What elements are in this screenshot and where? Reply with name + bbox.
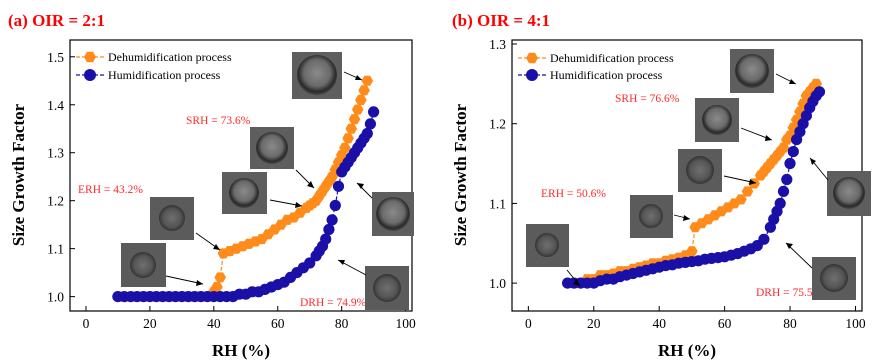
panel-b-micrograph-5 <box>526 224 569 267</box>
panel-a-dehumid-point <box>348 114 361 125</box>
panel-b-dehumid-point <box>741 186 754 197</box>
panel-b-micrograph-7 <box>812 257 856 300</box>
panel-b-micrograph-3 <box>678 149 722 192</box>
panel-a-y-tick-label: 1.2 <box>47 194 64 209</box>
panel-b-title: (b) OIR = 4:1 <box>452 11 550 30</box>
panel-a-humid-point <box>326 214 338 226</box>
panel-a-humid-point <box>304 257 316 269</box>
panel-b-legend-marker-humid <box>526 69 538 81</box>
panel-b-y-tick-label: 1.1 <box>489 196 506 211</box>
panel-b-annotation-erh: ERH = 50.6% <box>541 188 606 200</box>
panel-a-humid-point <box>329 199 341 212</box>
panel-a-humid-point <box>323 223 335 236</box>
panel-a-x-tick-label: 80 <box>335 316 349 331</box>
panel-b-micrograph-4 <box>630 195 673 238</box>
panel-a: (a) OIR = 2:1 0 20 40 60 80 100 1.0 1.1 1.2 1.3 1.… <box>8 11 416 360</box>
panel-b-micrograph-6 <box>827 171 871 216</box>
panel-a-x-tick-label: 100 <box>395 316 416 331</box>
panel-b-humid-point <box>774 197 786 209</box>
panel-b: (b) OIR = 4:1 0 20 40 60 80 100 1.0 1.1 1.2 1.3 R… <box>451 11 871 360</box>
panel-a-plot-frame <box>69 39 413 312</box>
panel-a-title: (a) OIR = 2:1 <box>8 11 105 30</box>
panel-a-y-tick-label: 1.1 <box>47 242 64 257</box>
panel-b-x-tick-label: 80 <box>783 316 797 331</box>
panel-b-ticks: 0 20 40 60 80 100 1.0 1.1 1.2 1.3 <box>489 37 866 331</box>
panel-a-y-tick-label: 1.5 <box>47 50 64 65</box>
panel-b-humid-point <box>758 233 770 245</box>
panel-a-humid-point <box>361 127 373 140</box>
panel-a-x-tick-label: 0 <box>83 316 90 331</box>
panel-b-humid-point <box>813 86 826 98</box>
panel-a-y-tick-label: 1.4 <box>47 98 64 113</box>
panel-a-y-tick-label: 1.0 <box>47 290 64 305</box>
panel-b-x-tick-label: 100 <box>845 316 866 331</box>
panel-b-legend-label-humid: Humidification process <box>550 68 663 82</box>
panel-a-annotation-drh: DRH = 74.9% <box>300 297 367 309</box>
panel-a-legend-label-dehumid: Dehumidification process <box>108 50 232 64</box>
panel-b-dehumid-point <box>735 194 747 205</box>
panel-b-micrograph-1 <box>730 49 774 93</box>
panel-b-arrows <box>566 73 829 287</box>
panel-b-dehumid-point <box>686 246 698 257</box>
panel-b-x-tick-label: 60 <box>718 316 732 331</box>
panel-a-legend: Dehumidification process Humidification … <box>76 50 232 82</box>
panel-b-annotation-drh: DRH = 75.5% <box>756 287 823 299</box>
panel-a-legend-label-humid: Humidification process <box>108 68 221 82</box>
panel-b-y-tick-label: 1.2 <box>489 117 506 132</box>
panel-a-micrograph-2 <box>250 127 294 169</box>
panel-b-humid-point <box>787 146 799 158</box>
panel-a-ticks: 0 20 40 60 80 100 1.0 1.1 1.2 1.3 1.4 1.5 <box>47 50 416 331</box>
panel-b-y-tick-label: 1.0 <box>489 276 506 291</box>
panel-a-dehumid-point <box>351 104 364 115</box>
panel-b-x-tick-label: 40 <box>652 316 666 331</box>
panel-b-x-axis-label: RH (%) <box>658 341 716 360</box>
panel-a-humid-point <box>364 118 376 130</box>
panel-b-micrograph-2 <box>695 98 739 142</box>
panel-b-legend-marker-dehumid <box>526 52 538 64</box>
panel-a-arrows <box>165 71 373 286</box>
panel-a-y-tick-label: 1.3 <box>47 146 64 161</box>
panel-a-micrograph-5 <box>121 243 166 287</box>
panel-a-x-tick-label: 40 <box>207 316 221 331</box>
panel-a-micrograph-1 <box>292 52 342 99</box>
panel-a-dehumid-point <box>214 272 226 283</box>
panel-a-micrograph-3 <box>222 172 267 214</box>
panel-b-y-tick-label: 1.3 <box>489 37 506 52</box>
panel-a-x-axis-label: RH (%) <box>212 341 270 360</box>
panel-b-humid-point <box>784 157 796 170</box>
panel-b-legend-label-dehumid: Dehumidification process <box>550 51 674 65</box>
panel-a-micrograph-7 <box>365 266 409 310</box>
panel-b-x-tick-label: 20 <box>587 316 601 331</box>
panel-a-annotation-erh: ERH = 43.2% <box>78 184 143 196</box>
panel-a-dehumid-point <box>211 282 223 292</box>
panel-b-x-tick-label: 0 <box>525 316 532 331</box>
panel-a-legend-marker-humid <box>84 69 96 81</box>
panel-a-humid-point <box>320 233 332 245</box>
panel-a-data <box>112 75 380 303</box>
panel-b-legend: Dehumidification process Humidification … <box>518 51 674 82</box>
panel-a-dehumid-point <box>339 142 351 153</box>
panel-a-dehumid-point <box>345 123 358 134</box>
panel-b-dehumid-point <box>777 142 790 153</box>
panel-a-x-tick-label: 20 <box>143 316 157 331</box>
panel-a-x-tick-label: 60 <box>271 316 285 331</box>
panel-a-micrograph-4 <box>150 197 194 240</box>
panel-b-humid-point <box>777 185 790 197</box>
panel-a-dehumid-point <box>342 133 354 144</box>
panel-a-dehumid-point <box>358 85 370 96</box>
panel-b-data <box>561 78 826 289</box>
panel-a-dehumid-point <box>361 75 374 86</box>
panel-a-humid-point <box>332 180 345 192</box>
panel-a-dehumid-point <box>355 94 367 105</box>
panel-a-y-axis-label: Size Growth Factor <box>9 103 28 246</box>
panel-b-y-axis-label: Size Growth Factor <box>451 103 470 246</box>
panel-a-legend-marker-dehumid <box>84 51 96 63</box>
panel-b-annotation-srh: SRH = 76.6% <box>615 93 680 105</box>
panel-b-humid-point <box>781 173 793 186</box>
panel-a-humid-point <box>368 106 380 118</box>
panel-a-annotation-srh: SRH = 73.6% <box>186 115 251 127</box>
panel-a-micrograph-6 <box>372 192 414 236</box>
